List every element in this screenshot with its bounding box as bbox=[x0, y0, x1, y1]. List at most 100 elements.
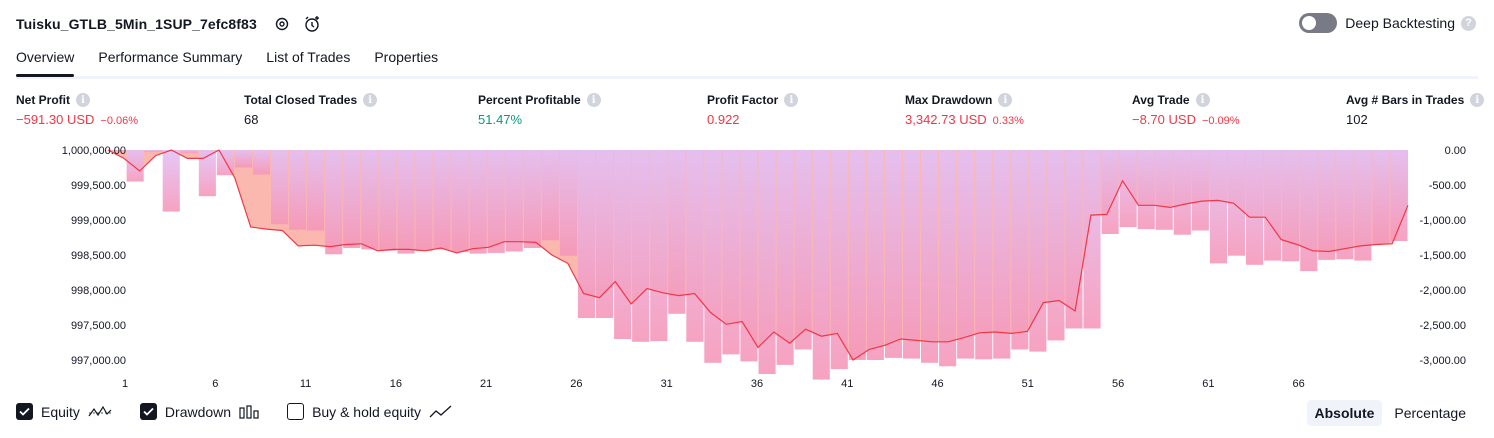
info-icon[interactable]: i bbox=[998, 93, 1013, 107]
drawdown-bar bbox=[343, 150, 361, 248]
info-icon[interactable]: i bbox=[76, 93, 90, 107]
buy-hold-line-icon bbox=[429, 405, 453, 419]
drawdown-bar bbox=[650, 150, 668, 342]
drawdown-bar bbox=[325, 150, 343, 255]
metric-value: 3,342.73 USD bbox=[905, 112, 987, 127]
drawdown-bar bbox=[758, 150, 776, 374]
drawdown-bar bbox=[559, 150, 577, 256]
drawdown-bar bbox=[1300, 150, 1318, 272]
tab-list-of-trades[interactable]: List of Trades bbox=[266, 49, 351, 65]
mode-absolute[interactable]: Absolute bbox=[1306, 400, 1383, 426]
drawdown-bar bbox=[126, 150, 144, 182]
y-right-tick: -1,000.00 bbox=[1420, 215, 1466, 227]
drawdown-bar bbox=[307, 150, 325, 231]
legend-label: Equity bbox=[41, 403, 80, 420]
metric-label: Net Profit bbox=[16, 93, 70, 107]
y-right-tick: -1,500.00 bbox=[1420, 250, 1466, 262]
help-icon[interactable]: ? bbox=[1461, 15, 1476, 31]
chart-legend: Equity Drawdown Buy & hold equity bbox=[16, 403, 481, 420]
drawdown-bar bbox=[632, 150, 650, 342]
settings-icon[interactable] bbox=[273, 15, 291, 33]
x-tick: 26 bbox=[570, 378, 582, 390]
info-icon[interactable]: i bbox=[1470, 93, 1485, 107]
drawdown-bar bbox=[1173, 150, 1191, 235]
y-left-tick: 998,500.00 bbox=[71, 250, 126, 262]
tab-performance-summary[interactable]: Performance Summary bbox=[98, 49, 243, 65]
metric-value: 0.922 bbox=[707, 112, 740, 127]
drawdown-bar bbox=[487, 150, 505, 253]
legend-equity[interactable]: Equity bbox=[16, 403, 112, 420]
metric-percent-profitable: Percent Profitable i 51.47% bbox=[478, 93, 601, 127]
drawdown-bar bbox=[812, 150, 830, 380]
drawdown-bar bbox=[686, 150, 704, 342]
drawdown-bar bbox=[1246, 150, 1264, 265]
info-icon[interactable]: i bbox=[1195, 93, 1210, 107]
metric-sub-value: −0.06% bbox=[100, 115, 139, 127]
legend-label: Buy & hold equity bbox=[312, 403, 422, 420]
drawdown-bar bbox=[614, 150, 632, 339]
equity-drawdown-chart[interactable]: 1,000,000.00 999,500.00 999,000.00 998,500.… bbox=[0, 140, 1494, 395]
deep-backtesting-label: Deep Backtesting bbox=[1345, 15, 1455, 31]
drawdown-bar bbox=[993, 150, 1011, 359]
y-left-tick: 999,000.00 bbox=[71, 215, 126, 227]
metric-label: Profit Factor bbox=[707, 93, 779, 107]
drawdown-checkbox[interactable] bbox=[139, 403, 157, 420]
equity-area bbox=[108, 150, 1408, 360]
metric-label: Max Drawdown bbox=[905, 93, 993, 107]
drawdown-bar bbox=[1282, 150, 1300, 262]
drawdown-bar bbox=[1011, 150, 1029, 350]
tab-properties[interactable]: Properties bbox=[374, 49, 439, 65]
y-left-tick: 997,000.00 bbox=[71, 355, 126, 367]
drawdown-bar bbox=[469, 150, 487, 254]
drawdown-bar bbox=[1083, 150, 1101, 329]
y-left-tick: 998,000.00 bbox=[71, 285, 126, 297]
equity-line bbox=[107, 149, 1409, 361]
y-left-tick: 997,500.00 bbox=[71, 320, 126, 332]
drawdown-bar bbox=[866, 150, 884, 360]
drawdown-bar bbox=[975, 150, 993, 360]
drawdown-bar bbox=[830, 150, 848, 370]
mode-percentage[interactable]: Percentage bbox=[1394, 405, 1466, 421]
metric-sub-value: −0.09% bbox=[1201, 115, 1240, 127]
x-tick: 46 bbox=[931, 378, 943, 390]
drawdown-bar bbox=[379, 150, 397, 251]
info-icon[interactable]: i bbox=[363, 93, 378, 107]
x-tick: 11 bbox=[300, 378, 311, 390]
drawdown-bar bbox=[271, 150, 289, 225]
alert-clock-icon[interactable] bbox=[303, 15, 321, 33]
drawdown-bar bbox=[252, 150, 270, 175]
info-icon[interactable]: i bbox=[784, 93, 799, 107]
metric-max-drawdown: Max Drawdown i 3,342.73 USD 0.33% bbox=[905, 93, 1024, 127]
metric-label: Percent Profitable bbox=[478, 93, 581, 107]
metric-value: 51.47% bbox=[478, 112, 523, 127]
y-left-tick: 999,500.00 bbox=[71, 180, 126, 192]
buy-hold-checkbox[interactable] bbox=[287, 403, 305, 420]
equity-checkbox[interactable] bbox=[16, 403, 33, 420]
drawdown-bar bbox=[415, 150, 433, 251]
x-tick: 1 bbox=[122, 378, 128, 390]
drawdown-bar bbox=[451, 150, 469, 253]
x-tick: 31 bbox=[661, 378, 673, 390]
y-left-tick: 1,000,000.00 bbox=[62, 145, 126, 157]
drawdown-bar bbox=[1354, 150, 1372, 261]
legend-drawdown[interactable]: Drawdown bbox=[139, 403, 259, 420]
drawdown-bar bbox=[397, 150, 415, 254]
metric-total-closed-trades: Total Closed Trades i 68 bbox=[244, 93, 378, 127]
info-icon[interactable]: i bbox=[586, 93, 601, 107]
equity-line-icon bbox=[88, 405, 112, 419]
drawdown-bar bbox=[668, 150, 686, 314]
drawdown-bar bbox=[722, 150, 740, 355]
metric-value: 68 bbox=[244, 112, 259, 127]
drawdown-bar bbox=[1029, 150, 1047, 352]
drawdown-bar bbox=[1336, 150, 1354, 260]
drawdown-bar bbox=[433, 150, 451, 250]
legend-buy-hold[interactable]: Buy & hold equity bbox=[287, 403, 453, 420]
deep-backtesting-toggle[interactable] bbox=[1299, 13, 1338, 33]
strategy-title: Tuisku_GTLB_5Min_1SUP_7efc8f83 bbox=[16, 16, 257, 32]
deep-backtesting: Deep Backtesting ? bbox=[1299, 13, 1476, 33]
metric-label: Avg Trade bbox=[1132, 93, 1190, 107]
tab-overview[interactable]: Overview bbox=[16, 46, 75, 77]
metric-label: Avg # Bars in Trades bbox=[1346, 93, 1465, 107]
legend-label: Drawdown bbox=[164, 403, 232, 420]
drawdown-bar bbox=[505, 150, 523, 252]
